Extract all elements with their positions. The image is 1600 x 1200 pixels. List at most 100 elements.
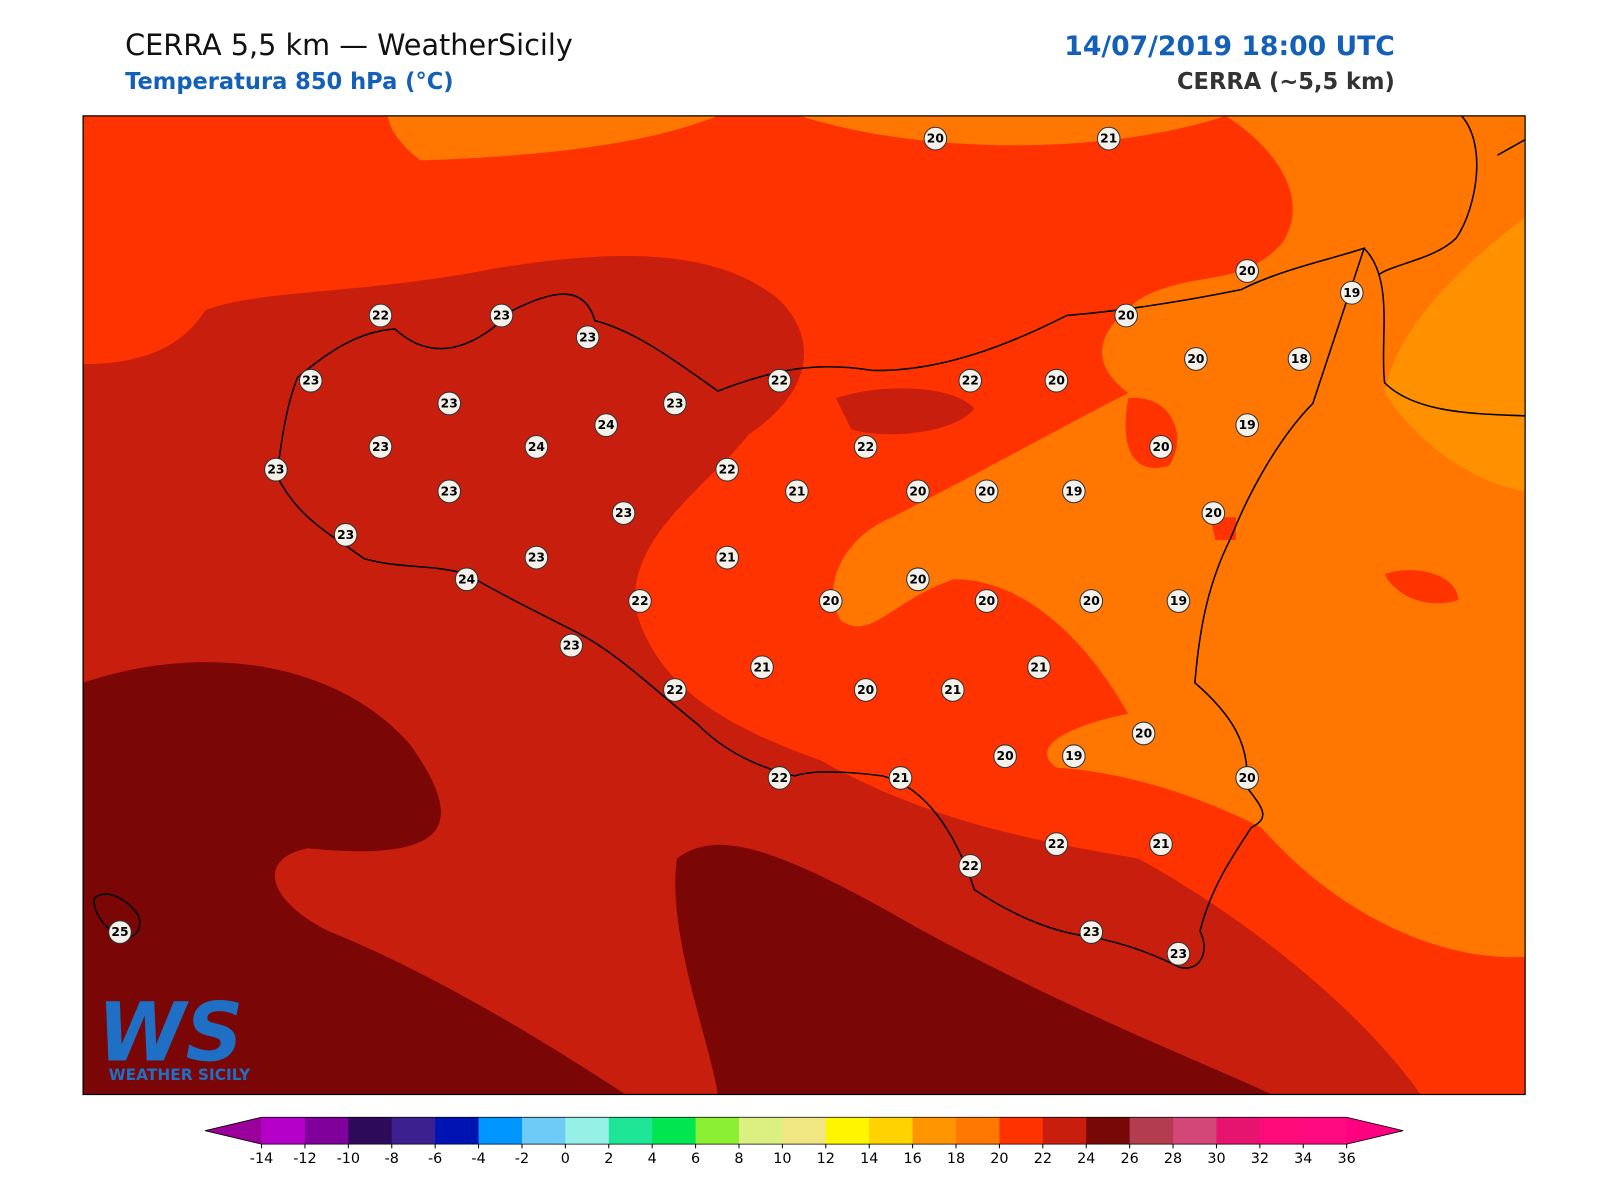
colorbar-tick-label: 24 bbox=[1077, 1151, 1095, 1167]
station-marker bbox=[1149, 832, 1173, 857]
station-marker bbox=[1184, 347, 1208, 371]
colorbar-tick-label: 18 bbox=[947, 1151, 965, 1167]
station-value: 22 bbox=[962, 859, 979, 873]
colorbar-segment bbox=[435, 1117, 480, 1145]
station-marker bbox=[1114, 303, 1138, 328]
station-value: 18 bbox=[1291, 352, 1308, 366]
station-marker bbox=[298, 368, 323, 393]
station-value: 22 bbox=[771, 374, 788, 388]
field bbox=[835, 388, 975, 435]
colorbar-segment bbox=[695, 1117, 740, 1145]
station-value: 22 bbox=[771, 771, 788, 785]
field bbox=[387, 115, 718, 161]
station-marker bbox=[974, 479, 999, 504]
colorbar-segment bbox=[652, 1117, 697, 1145]
station-value: 19 bbox=[1343, 286, 1360, 300]
colorbar-tick-label: 32 bbox=[1251, 1151, 1269, 1167]
station-value: 21 bbox=[753, 660, 770, 674]
station-marker bbox=[524, 545, 549, 570]
station-marker bbox=[1339, 280, 1364, 305]
station-value: 21 bbox=[1100, 132, 1117, 146]
station-value: 20 bbox=[1118, 308, 1136, 322]
station-marker bbox=[489, 303, 514, 328]
station-marker bbox=[1201, 501, 1226, 525]
station-value: 20 bbox=[1239, 771, 1257, 785]
stations: 20 21 20 19 20 22 23 23 20 18 23 22 22 20 23 23 24 19 23 24… bbox=[108, 126, 1364, 966]
station-value: 20 bbox=[857, 683, 875, 697]
map bbox=[83, 115, 1526, 1095]
station-value: 23 bbox=[579, 330, 596, 344]
station-value: 22 bbox=[666, 683, 683, 697]
colorbar-extend bbox=[1346, 1117, 1404, 1145]
colorbar-segment bbox=[391, 1117, 436, 1145]
station-marker bbox=[575, 325, 600, 350]
station-marker bbox=[1166, 589, 1191, 613]
station-value: 22 bbox=[962, 374, 979, 388]
station-value: 20 bbox=[1135, 726, 1153, 740]
station-value: 21 bbox=[1030, 660, 1047, 674]
station-marker bbox=[1027, 655, 1051, 680]
station-marker bbox=[715, 545, 739, 570]
station-value: 20 bbox=[1152, 440, 1170, 454]
station-value: 23 bbox=[1170, 947, 1187, 961]
colorbar-tick-label: -8 bbox=[385, 1151, 399, 1167]
station-value: 23 bbox=[563, 638, 580, 652]
station-marker bbox=[958, 853, 983, 878]
station-value: 20 bbox=[1083, 594, 1101, 608]
colorbar-segment bbox=[608, 1117, 653, 1145]
station-marker bbox=[1235, 413, 1259, 438]
station-marker bbox=[437, 391, 462, 416]
colorbar-tick-label: -4 bbox=[471, 1151, 485, 1167]
colorbar-segment bbox=[825, 1117, 870, 1145]
station-marker bbox=[1096, 126, 1121, 151]
station-marker bbox=[958, 368, 983, 393]
station-value: 21 bbox=[1152, 837, 1169, 851]
colorbar-segment bbox=[1129, 1117, 1174, 1145]
colorbar-segment bbox=[1259, 1117, 1304, 1145]
station-marker bbox=[1149, 435, 1173, 459]
station-value: 24 bbox=[458, 572, 476, 586]
colorbar-tick-label: 6 bbox=[691, 1151, 700, 1167]
station-marker bbox=[368, 435, 393, 459]
colorbar-segment bbox=[956, 1117, 1000, 1145]
colorbar-tick-label: 22 bbox=[1034, 1151, 1052, 1167]
colorbar-segment bbox=[1086, 1117, 1131, 1145]
colorbar-tick-label: -12 bbox=[293, 1151, 316, 1167]
station-marker bbox=[663, 391, 687, 416]
colorbar-tick-label: -6 bbox=[428, 1151, 442, 1167]
colorbar-segment bbox=[912, 1117, 957, 1145]
station-marker bbox=[715, 457, 739, 482]
station-marker bbox=[1287, 347, 1312, 371]
station-value: 21 bbox=[719, 551, 736, 565]
station-marker bbox=[454, 567, 479, 592]
colorbar-segment bbox=[782, 1117, 827, 1145]
station-value: 20 bbox=[909, 572, 927, 586]
colorbar-segment bbox=[521, 1117, 566, 1145]
station-value: 20 bbox=[1187, 352, 1205, 366]
station-value: 24 bbox=[598, 418, 616, 432]
station-value: 23 bbox=[337, 528, 354, 542]
coastline bbox=[276, 247, 1366, 969]
station-marker bbox=[1079, 589, 1104, 613]
colorbar-tick-label: 30 bbox=[1207, 1151, 1225, 1167]
colorbar-segment bbox=[1042, 1117, 1087, 1145]
field bbox=[83, 662, 626, 1095]
station-value: 22 bbox=[857, 440, 874, 454]
colorbar-tick-label: 0 bbox=[561, 1151, 570, 1167]
station-marker bbox=[853, 435, 878, 459]
station-value: 20 bbox=[978, 484, 996, 498]
station-marker bbox=[1062, 744, 1086, 769]
colorbar-tick-label: 8 bbox=[734, 1151, 743, 1167]
station-value: 23 bbox=[1083, 925, 1100, 939]
colorbar-segment bbox=[1173, 1117, 1217, 1145]
station-marker bbox=[559, 633, 584, 658]
station-marker bbox=[108, 920, 132, 944]
coastline bbox=[1363, 115, 1526, 417]
station-value: 22 bbox=[719, 463, 736, 477]
colorbar-tick-label: 36 bbox=[1338, 1151, 1356, 1167]
colorbar-tick-label: 26 bbox=[1121, 1151, 1139, 1167]
station-marker bbox=[906, 567, 930, 592]
station-value: 22 bbox=[631, 594, 648, 608]
colorbar-tick-label: 28 bbox=[1164, 1151, 1182, 1167]
station-marker bbox=[818, 589, 843, 613]
